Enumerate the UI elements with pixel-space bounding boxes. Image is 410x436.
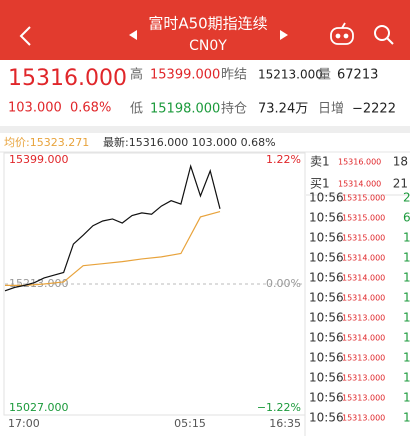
trade-volume: 1 bbox=[403, 231, 410, 245]
trade-time: 10:56 bbox=[309, 391, 344, 405]
title: 富时A50期指连续 bbox=[148, 15, 267, 33]
x-tick-label: 17:00 bbox=[8, 417, 40, 430]
trade-price: 15314.000 bbox=[342, 274, 385, 283]
price-line bbox=[4, 163, 221, 292]
trade-price: 15313.000 bbox=[342, 314, 385, 323]
trade-volume: 1 bbox=[403, 371, 410, 385]
next-button[interactable] bbox=[280, 30, 288, 40]
daily-increase: −2222 bbox=[352, 102, 396, 117]
trade-volume: 1 bbox=[403, 271, 410, 285]
trade-volume: 10 bbox=[403, 331, 410, 345]
pct-label: 1.22% bbox=[266, 153, 301, 166]
open-interest: 73.24万 bbox=[258, 102, 308, 117]
change: 103.000 bbox=[8, 101, 62, 116]
trade-price: 15315.000 bbox=[342, 234, 385, 243]
trade-time: 10:56 bbox=[309, 371, 344, 385]
y-tick-label: 15027.000 bbox=[9, 401, 69, 414]
x-tick-label: 05:15 bbox=[174, 417, 206, 430]
book-price: 15316.000 bbox=[338, 158, 381, 167]
trade-price: 15315.000 bbox=[342, 194, 385, 203]
avg-price: 均价:15323.271 bbox=[4, 136, 89, 149]
book-price: 15314.000 bbox=[338, 180, 381, 189]
book-side: 买1 bbox=[310, 177, 330, 191]
trade-price: 15313.000 bbox=[342, 394, 385, 403]
low: 15198.000 bbox=[150, 102, 220, 117]
book-volume: 18 bbox=[393, 155, 408, 169]
trade-volume: 1 bbox=[403, 251, 410, 265]
latest-price: 最新:15316.000 103.000 0.68% bbox=[103, 135, 276, 149]
trade-price: 15313.000 bbox=[342, 374, 385, 383]
trade-price: 15313.000 bbox=[342, 414, 385, 423]
trade-time: 10:56 bbox=[309, 291, 344, 305]
book-side: 卖1 bbox=[310, 155, 330, 169]
prev-settle: 15213.000 bbox=[258, 68, 323, 82]
label: 昨结 bbox=[221, 68, 247, 83]
trade-time: 10:56 bbox=[309, 211, 344, 225]
trade-price: 15314.000 bbox=[342, 294, 385, 303]
trade-time: 10:56 bbox=[309, 331, 344, 345]
label: 低 bbox=[130, 102, 143, 117]
trade-price: 15313.000 bbox=[342, 354, 385, 363]
trade-price: 15314.000 bbox=[342, 254, 385, 263]
trade-price: 15315.000 bbox=[342, 214, 385, 223]
trade-time: 10:56 bbox=[309, 411, 344, 425]
trade-volume: 1 bbox=[403, 411, 410, 425]
trade-volume: 1 bbox=[403, 391, 410, 405]
trade-volume: 1 bbox=[403, 291, 410, 305]
pct-label: −1.22% bbox=[257, 401, 301, 414]
prev-button[interactable] bbox=[129, 30, 137, 40]
trade-volume: 1 bbox=[403, 351, 410, 365]
trade-volume: 2 bbox=[403, 191, 410, 205]
label: 量 bbox=[318, 68, 331, 83]
robot-icon[interactable] bbox=[330, 22, 354, 45]
back-button[interactable] bbox=[19, 26, 31, 46]
avg-line bbox=[5, 210, 221, 286]
header-bar bbox=[0, 0, 410, 60]
trade-time: 10:56 bbox=[309, 311, 344, 325]
trade-time: 10:56 bbox=[309, 351, 344, 365]
trade-volume: 6 bbox=[403, 211, 410, 225]
high: 15399.000 bbox=[150, 68, 220, 83]
trade-time: 10:56 bbox=[309, 251, 344, 265]
trade-time: 10:56 bbox=[309, 231, 344, 245]
x-tick-label: 16:35 bbox=[269, 417, 301, 430]
label: 日增 bbox=[318, 102, 344, 117]
trade-volume: 1 bbox=[403, 311, 410, 325]
change-pct: 0.68% bbox=[70, 101, 111, 116]
label: 高 bbox=[130, 67, 143, 83]
separator bbox=[0, 126, 410, 133]
subtitle: CN0Y bbox=[189, 38, 227, 54]
last-price: 15316.000 bbox=[8, 66, 127, 91]
volume: 67213 bbox=[337, 68, 378, 83]
label: 持仓 bbox=[221, 102, 247, 117]
book-volume: 21 bbox=[393, 177, 408, 191]
y-tick-label: 15213.000 bbox=[9, 277, 69, 290]
y-tick-label: 15399.000 bbox=[9, 153, 69, 166]
trade-time: 10:56 bbox=[309, 271, 344, 285]
pct-label: 0.00% bbox=[266, 277, 301, 290]
search-icon[interactable] bbox=[374, 25, 394, 45]
trade-price: 15314.000 bbox=[342, 334, 385, 343]
trade-time: 10:56 bbox=[309, 191, 344, 205]
